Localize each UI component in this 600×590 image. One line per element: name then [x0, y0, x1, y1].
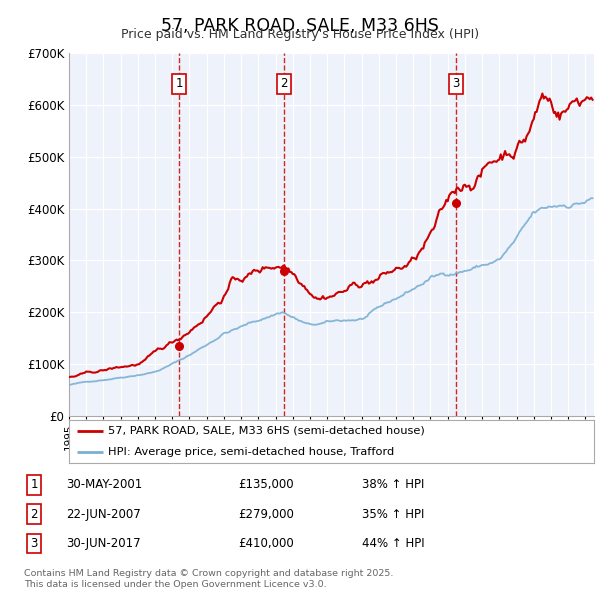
Text: 30-MAY-2001: 30-MAY-2001 — [66, 478, 143, 491]
Text: 3: 3 — [452, 77, 460, 90]
Text: £410,000: £410,000 — [238, 537, 294, 550]
Text: 57, PARK ROAD, SALE, M33 6HS (semi-detached house): 57, PARK ROAD, SALE, M33 6HS (semi-detac… — [109, 426, 425, 436]
Text: Contains HM Land Registry data © Crown copyright and database right 2025.
This d: Contains HM Land Registry data © Crown c… — [24, 569, 394, 589]
Text: HPI: Average price, semi-detached house, Trafford: HPI: Average price, semi-detached house,… — [109, 447, 395, 457]
Text: 3: 3 — [31, 537, 38, 550]
Text: £135,000: £135,000 — [238, 478, 294, 491]
Text: Price paid vs. HM Land Registry's House Price Index (HPI): Price paid vs. HM Land Registry's House … — [121, 28, 479, 41]
Text: 57, PARK ROAD, SALE, M33 6HS: 57, PARK ROAD, SALE, M33 6HS — [161, 17, 439, 35]
Text: 1: 1 — [31, 478, 38, 491]
Text: 38% ↑ HPI: 38% ↑ HPI — [362, 478, 425, 491]
Text: £279,000: £279,000 — [238, 507, 294, 521]
Text: 35% ↑ HPI: 35% ↑ HPI — [362, 507, 425, 521]
Text: 30-JUN-2017: 30-JUN-2017 — [66, 537, 141, 550]
Text: 44% ↑ HPI: 44% ↑ HPI — [362, 537, 425, 550]
Text: 22-JUN-2007: 22-JUN-2007 — [66, 507, 141, 521]
Text: 1: 1 — [176, 77, 183, 90]
Text: 2: 2 — [280, 77, 287, 90]
Text: 2: 2 — [31, 507, 38, 521]
